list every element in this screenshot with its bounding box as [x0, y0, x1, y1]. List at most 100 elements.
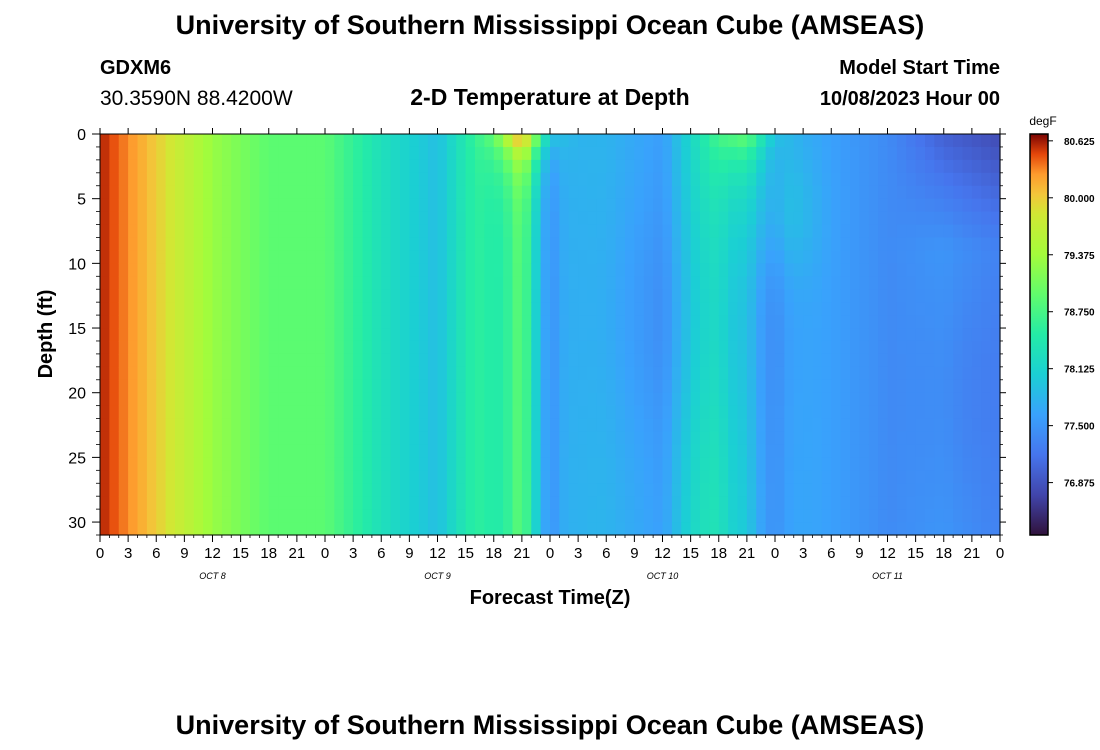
heatmap-cell	[362, 237, 373, 252]
heatmap-cell	[578, 444, 589, 458]
heatmap-cell	[634, 134, 645, 148]
heatmap-cell	[512, 211, 523, 226]
heatmap-cell	[634, 496, 645, 510]
heatmap-cell	[596, 496, 607, 510]
heatmap-cell	[990, 211, 1001, 226]
heatmap-cell	[878, 366, 889, 381]
heatmap-cell	[962, 392, 973, 407]
heatmap-cell	[400, 483, 410, 497]
heatmap-cell	[625, 237, 635, 252]
heatmap-cell	[503, 315, 514, 329]
heatmap-cell	[371, 418, 382, 433]
heatmap-cell	[475, 496, 485, 510]
heatmap-cell	[756, 470, 767, 484]
heatmap-cell	[981, 457, 992, 471]
heatmap-cell	[221, 289, 232, 303]
heatmap-cell	[718, 198, 729, 213]
heatmap-cell	[456, 431, 467, 446]
heatmap-cell	[981, 483, 992, 497]
heatmap-cell	[212, 509, 223, 523]
heatmap-cell	[325, 366, 335, 381]
heatmap-cell	[587, 379, 598, 394]
heatmap-cell	[268, 483, 279, 497]
heatmap-cell	[521, 340, 532, 355]
heatmap-cell	[184, 392, 195, 407]
heatmap-cell	[353, 134, 364, 148]
heatmap-cell	[840, 444, 851, 458]
heatmap-cell	[315, 366, 326, 381]
heatmap-cell	[343, 302, 354, 316]
heatmap-cell	[915, 328, 926, 342]
heatmap-cell	[681, 483, 692, 497]
heatmap-cell	[625, 418, 635, 433]
heatmap-cell	[390, 366, 401, 381]
heatmap-cell	[934, 340, 945, 355]
heatmap-cell	[568, 172, 579, 187]
heatmap-cell	[371, 185, 382, 200]
heatmap-cell	[700, 134, 710, 148]
heatmap-cell	[118, 496, 129, 510]
heatmap-cell	[756, 444, 767, 458]
heatmap-cell	[456, 340, 467, 355]
heatmap-cell	[990, 366, 1001, 381]
heatmap-cell	[559, 522, 570, 536]
heatmap-cell	[568, 263, 579, 277]
heatmap-cell	[803, 405, 814, 420]
heatmap-cell	[231, 134, 242, 148]
heatmap-cell	[259, 392, 270, 407]
heatmap-cell	[278, 340, 289, 355]
heatmap-cell	[137, 379, 148, 394]
heatmap-cell	[259, 483, 270, 497]
heatmap-cell	[287, 496, 298, 510]
heatmap-cell	[756, 379, 767, 394]
heatmap-cell	[259, 289, 270, 303]
heatmap-cell	[831, 392, 842, 407]
heatmap-cell	[390, 431, 401, 446]
heatmap-cell	[812, 444, 823, 458]
heatmap-cell	[690, 263, 701, 277]
heatmap-cell	[709, 198, 720, 213]
heatmap-cell	[175, 457, 185, 471]
heatmap-cell	[746, 185, 757, 200]
heatmap-cell	[203, 302, 214, 316]
heatmap-cell	[540, 392, 551, 407]
heatmap-cell	[784, 328, 795, 342]
heatmap-cell	[728, 366, 739, 381]
heatmap-cell	[278, 250, 289, 264]
heatmap-cell	[296, 483, 307, 497]
heatmap-cell	[756, 237, 767, 252]
heatmap-cell	[250, 237, 260, 252]
heatmap-cell	[296, 250, 307, 264]
heatmap-cell	[193, 289, 204, 303]
heatmap-cell	[296, 159, 307, 174]
heatmap-cell	[100, 444, 110, 458]
heatmap-cell	[325, 328, 335, 342]
heatmap-cell	[812, 185, 823, 200]
heatmap-cell	[259, 470, 270, 484]
heatmap-cell	[493, 276, 504, 290]
heatmap-cell	[325, 276, 335, 290]
heatmap-cell	[128, 224, 139, 239]
heatmap-cell	[868, 185, 879, 200]
heatmap-cell	[896, 366, 907, 381]
heatmap-cell	[990, 470, 1001, 484]
heatmap-cell	[971, 198, 982, 213]
heatmap-cell	[306, 483, 317, 497]
heatmap-cell	[306, 211, 317, 226]
heatmap-cell	[165, 470, 176, 484]
heatmap-cell	[100, 302, 110, 316]
heatmap-cell	[128, 159, 139, 174]
heatmap-cell	[859, 198, 870, 213]
heatmap-cell	[971, 289, 982, 303]
heatmap-cell	[306, 185, 317, 200]
heatmap-cell	[353, 444, 364, 458]
heatmap-cell	[203, 134, 214, 148]
heatmap-cell	[859, 340, 870, 355]
heatmap-cell	[671, 146, 682, 161]
heatmap-cell	[362, 522, 373, 536]
heatmap-cell	[231, 237, 242, 252]
heatmap-cell	[896, 457, 907, 471]
heatmap-cell	[118, 444, 129, 458]
heatmap-cell	[212, 276, 223, 290]
heatmap-cell	[615, 457, 626, 471]
